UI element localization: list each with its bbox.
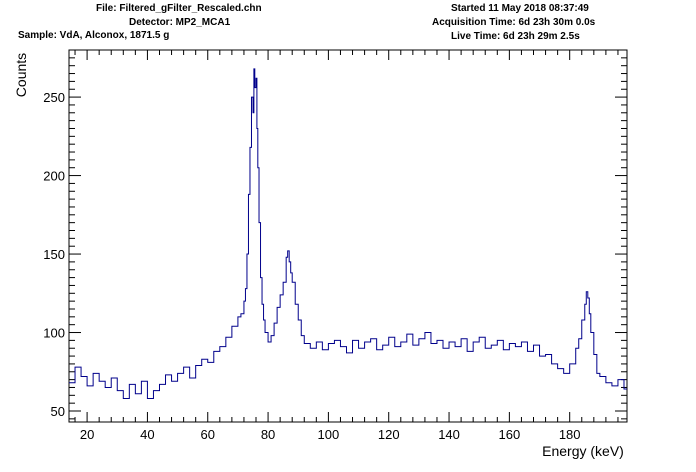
header-started: Started 11 May 2018 08:37:49 <box>451 3 589 14</box>
x-tick-label: 40 <box>140 427 154 442</box>
x-tick-label: 60 <box>201 427 215 442</box>
x-axis-label: Energy (keV) <box>542 443 624 459</box>
spectrum-series-line <box>69 68 627 399</box>
x-tick-label: 20 <box>80 427 94 442</box>
header-sample: Sample: VdA, Alconox, 1871.5 g <box>18 30 170 41</box>
x-tick-label: 140 <box>438 427 460 442</box>
header-detector: Detector: MP2_MCA1 <box>129 17 231 28</box>
x-tick-label: 80 <box>261 427 275 442</box>
x-tick-label: 160 <box>499 427 521 442</box>
header-file: File: Filtered_gFilter_Rescaled.chn <box>96 3 262 14</box>
header-acquisition: Acquisition Time: 6d 23h 30m 0.0s <box>432 17 596 28</box>
x-tick-label: 180 <box>559 427 581 442</box>
y-tick-label: 100 <box>43 326 65 341</box>
x-tick-label: 100 <box>318 427 340 442</box>
plot-frame <box>68 49 628 423</box>
y-tick-label: 50 <box>51 404 65 419</box>
y-tick-label: 150 <box>43 247 65 262</box>
y-axis-label: Counts <box>13 53 29 97</box>
y-tick-label: 250 <box>43 90 65 105</box>
y-tick-label: 200 <box>43 169 65 184</box>
header-live-time: Live Time: 6d 23h 29m 2.5s <box>451 31 580 42</box>
x-tick-label: 120 <box>378 427 400 442</box>
plot-area: 20 40 60 80 100 120 140 160 180 50 100 150 200 250 <box>43 49 628 442</box>
